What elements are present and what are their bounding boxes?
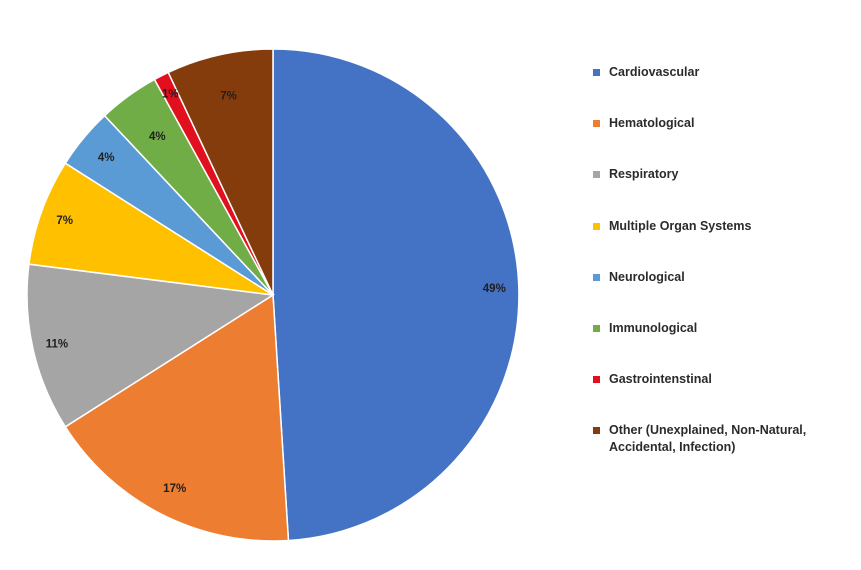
legend-item: Gastrointenstinal — [593, 371, 853, 422]
legend-swatch — [593, 171, 600, 179]
legend-swatch — [593, 324, 600, 332]
legend-label: Gastrointenstinal — [609, 372, 712, 387]
pie-slice-label: 17% — [163, 483, 186, 495]
legend: Cardiovascular Hematological Respiratory Mu… — [593, 64, 853, 474]
legend-swatch — [593, 273, 600, 281]
pie-slice — [64, 293, 290, 542]
pie-slice — [26, 263, 276, 428]
legend-swatch — [593, 376, 600, 384]
pie-slice-label: 7% — [56, 215, 73, 227]
legend-item: Hematological — [593, 115, 853, 166]
legend-swatch — [593, 222, 600, 230]
pie-slice-label: 11% — [46, 338, 68, 350]
legend-label: Respiratory — [609, 167, 679, 182]
pie-slice-label: 4% — [149, 131, 166, 143]
legend-item: Respiratory — [593, 166, 853, 217]
legend-label: Hematological — [609, 116, 695, 131]
pie-slices — [26, 48, 520, 542]
pie-slice-label: 49% — [483, 283, 506, 295]
pie-slice-label: 7% — [220, 91, 237, 103]
legend-label: Cardiovascular — [609, 65, 700, 79]
pie-slice-labels: 49% 17% 11% 7% 4% 4% 1% 7% — [46, 88, 506, 495]
legend-label: Other (Unexplained, Non-Natural, Acciden… — [609, 423, 807, 455]
legend-item: Multiple Organ Systems — [593, 218, 853, 269]
legend-item: Cardiovascular — [593, 64, 853, 115]
legend-label: Neurological — [609, 269, 685, 284]
legend-item: Immunological — [593, 320, 853, 371]
pie-slice — [167, 48, 274, 296]
pie-slice — [28, 162, 274, 296]
legend-swatch — [593, 120, 600, 128]
pie-slice-label: 1% — [162, 88, 179, 100]
legend-swatch — [593, 427, 600, 435]
pie-slice — [272, 48, 520, 542]
legend-label: Multiple Organ Systems — [609, 218, 752, 233]
legend-item: Other (Unexplained, Non-Natural, Acciden… — [593, 422, 853, 473]
pie-slice-label: 4% — [98, 152, 115, 164]
legend-swatch — [593, 69, 600, 76]
legend-label: Immunological — [609, 320, 698, 335]
legend-item: Neurological — [593, 269, 853, 320]
